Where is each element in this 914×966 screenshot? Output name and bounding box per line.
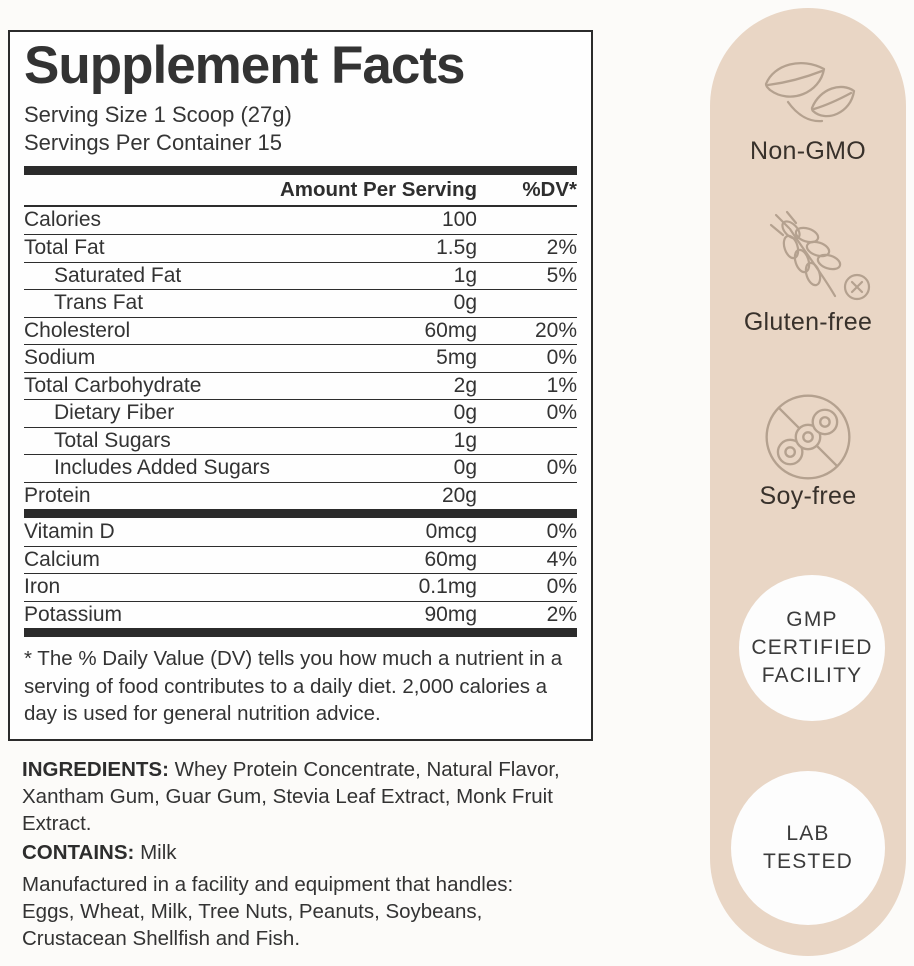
nutrient-name: Cholesterol [24, 318, 131, 342]
seal-line: LAB [786, 822, 830, 845]
nutrient-row: Total Carbohydrate 2g 1% [24, 371, 577, 400]
nutrient-row: Potassium 90mg 2% [24, 600, 577, 629]
nutrient-row: Dietary Fiber 0g 0% [24, 399, 577, 427]
ingredients-text: Whey Protein Concentrate, Natural Flavor… [22, 758, 560, 835]
nutrient-dv: 20% [534, 318, 577, 342]
nutrient-row: Protein 20g [24, 481, 577, 510]
thick-divider [24, 509, 577, 519]
nutrient-dv: 2% [546, 236, 577, 260]
nutrient-name: Potassium [24, 602, 123, 626]
contains-text: Milk [140, 841, 177, 864]
nutrient-amount: 1g [453, 428, 477, 452]
badge-label-non-gmo: Non-GMO [749, 137, 866, 165]
nutrient-dv: 0% [546, 519, 577, 543]
ingredients-label: INGREDIENTS: [22, 758, 169, 781]
nutrient-amount: 0.1mg [418, 575, 477, 599]
seal-line: FACILITY [761, 664, 863, 687]
nutrient-row: Iron 0.1mg 0% [24, 573, 577, 601]
nutrient-row: Trans Fat 0g [24, 289, 577, 317]
nutrient-row: Includes Added Sugars 0g 0% [24, 454, 577, 482]
nutrient-amount: 100 [441, 208, 477, 232]
servings-per-container: Servings Per Container 15 [24, 129, 283, 155]
nutrient-amount: 1.5g [436, 236, 477, 260]
nutrient-dv: 0% [546, 575, 577, 599]
nutrient-name: Dietary Fiber [54, 401, 175, 425]
vitamin-table: Vitamin D 0mcg 0% Calcium 60mg 4% Iron 0.1mg 0% P… [24, 518, 577, 628]
nutrient-name: Vitamin D [24, 519, 115, 543]
nutrient-amount: 20g [441, 483, 477, 507]
nutrient-row: Total Sugars 1g [24, 426, 577, 455]
badge-label-soy-free: Soy-free [759, 482, 857, 510]
column-header-amount: Amount Per Serving [279, 177, 477, 201]
nutrient-name: Saturated Fat [54, 263, 182, 287]
nutrient-name: Calories [24, 208, 102, 232]
nutrient-row: Saturated Fat 1g 5% [24, 261, 577, 290]
soybean-crossed-icon [765, 394, 851, 480]
contains-statement: CONTAINS: Milk [22, 839, 562, 866]
thick-divider [24, 165, 577, 175]
ingredients-section: INGREDIENTS: Whey Protein Concentrate, N… [22, 756, 562, 952]
nutrient-amount: 5mg [436, 346, 477, 370]
nutrient-amount: 60mg [424, 318, 477, 342]
column-header-dv: %DV* [522, 177, 577, 201]
wheat-crossed-icon [769, 210, 870, 301]
panel-title: Supplement Facts [24, 36, 465, 95]
nutrient-amount: 0mcg [425, 519, 477, 543]
dv-footnote: * The % Daily Value (DV) tells you how m… [24, 647, 563, 726]
nutrient-amount: 90mg [424, 602, 477, 626]
nutrient-amount: 1g [453, 263, 477, 287]
nutrient-row: Total Fat 1.5g 2% [24, 234, 577, 262]
nutrient-amount: 60mg [424, 547, 477, 571]
nutrient-dv: 0% [546, 456, 577, 480]
nutrient-amount: 0g [453, 401, 477, 425]
certification-sidebar: Non-GMO Gluten-free Soy [710, 8, 906, 956]
nutrient-name: Calcium [24, 547, 100, 571]
nutrient-row: Sodium 5mg 0% [24, 344, 577, 372]
lab-tested-seal: LAB TESTED [731, 771, 885, 925]
leaves-icon [764, 61, 856, 123]
nutrient-table: Calories 100 Total Fat 1.5g 2% Saturated Fat 1… [24, 207, 577, 510]
nutrient-row: Cholesterol 60mg 20% [24, 316, 577, 345]
nutrient-name: Total Sugars [54, 428, 171, 452]
gmp-certified-seal: GMP CERTIFIED FACILITY [739, 575, 885, 721]
nutrient-amount: 0g [453, 291, 477, 315]
serving-size: Serving Size 1 Scoop (27g) [24, 101, 292, 127]
nutrient-row: Calcium 60mg 4% [24, 545, 577, 574]
nutrient-name: Total Fat [24, 236, 105, 260]
table-header: Amount Per Serving %DV* [24, 175, 577, 207]
thick-divider [24, 628, 577, 638]
nutrient-row: Vitamin D 0mcg 0% [24, 518, 577, 546]
allergen-statement: Manufactured in a facility and equipment… [22, 873, 514, 950]
nutrient-name: Total Carbohydrate [24, 373, 202, 397]
contains-label: CONTAINS: [22, 841, 135, 864]
nutrient-name: Trans Fat [54, 291, 144, 315]
nutrient-dv: 0% [546, 346, 577, 370]
nutrient-dv: 5% [546, 263, 577, 287]
nutrient-dv: 4% [546, 547, 577, 571]
nutrient-name: Iron [24, 575, 61, 599]
nutrient-name: Sodium [24, 346, 96, 370]
nutrient-amount: 2g [453, 373, 477, 397]
badge-label-gluten-free: Gluten-free [743, 308, 873, 336]
seal-line: TESTED [762, 850, 854, 873]
nutrient-name: Protein [24, 483, 91, 507]
ingredients-statement: INGREDIENTS: Whey Protein Concentrate, N… [22, 756, 562, 837]
nutrient-amount: 0g [453, 456, 477, 480]
nutrient-dv: 2% [546, 602, 577, 626]
nutrient-name: Includes Added Sugars [54, 456, 270, 480]
supplement-facts-panel: Supplement Facts Serving Size 1 Scoop (2… [8, 30, 593, 741]
nutrient-row: Calories 100 [24, 207, 577, 235]
nutrient-dv: 1% [546, 373, 577, 397]
nutrient-dv: 0% [546, 401, 577, 425]
seal-line: CERTIFIED [751, 636, 873, 659]
seal-line: GMP [786, 608, 838, 631]
